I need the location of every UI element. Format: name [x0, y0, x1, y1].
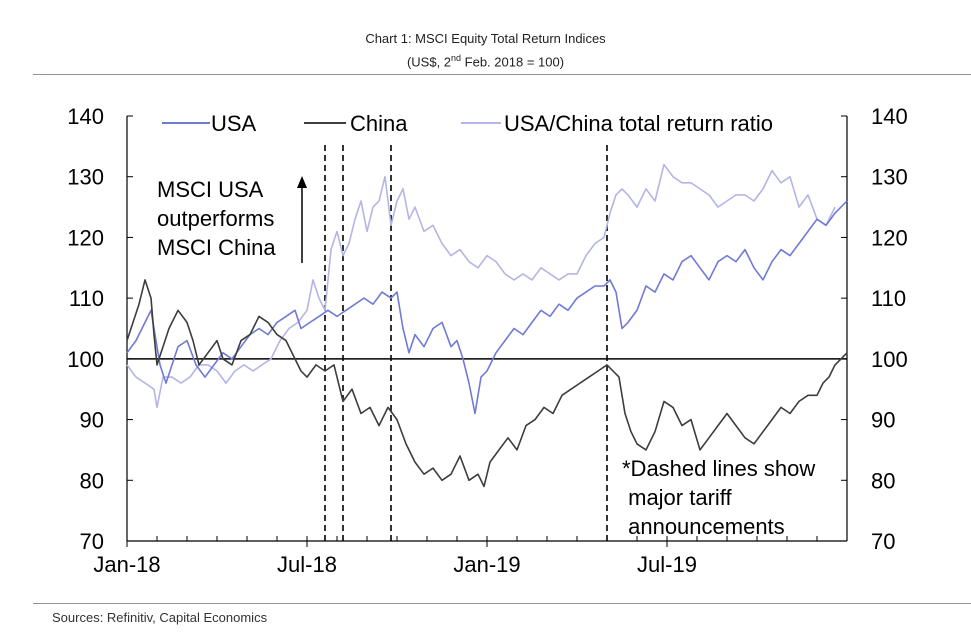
y-tick-label: 90 [80, 408, 104, 433]
subtitle-pre: (US$, 2 [406, 54, 452, 70]
x-tick-label: Jul-18 [277, 552, 337, 577]
y2-tick-label: 140 [871, 104, 908, 129]
legend-ratio-label: USA/China total return ratio [504, 111, 773, 136]
subtitle-sup: nd [451, 53, 462, 63]
y-tick-label: 80 [80, 468, 104, 493]
y2-tick-label: 80 [871, 468, 895, 493]
ratio-line [126, 163, 836, 409]
y2-tick-label: 130 [871, 165, 908, 190]
y-tick-label: 70 [80, 529, 104, 554]
y2-tick-label: 100 [871, 347, 908, 372]
legend-usa-label: USA [211, 111, 257, 136]
y-tick-label: 130 [67, 165, 104, 190]
source-note: Sources: Refinitiv, Capital Economics [52, 610, 268, 625]
x-tick-label: Jan-18 [93, 552, 160, 577]
x-tick-label: Jan-19 [453, 552, 520, 577]
annotation-tariff-line: announcements [622, 514, 785, 539]
china-line [126, 279, 848, 488]
y2-tick-label: 120 [871, 225, 908, 250]
annotation-outperforms-line: MSCI China [157, 235, 276, 260]
y2-tick-label: 110 [871, 286, 906, 311]
subtitle-post: Feb. 2018 = 100) [461, 54, 565, 70]
annotation-tariff-line: *Dashed lines show [622, 456, 815, 481]
x-tick-label: Jul-19 [637, 552, 697, 577]
y2-tick-label: 90 [871, 408, 895, 433]
chart-subtitle: (US$, 2nd Feb. 2018 = 100) [0, 53, 971, 69]
y-tick-label: 100 [67, 347, 104, 372]
usa-line [126, 200, 848, 415]
top-rule [33, 74, 971, 75]
annotation-outperforms-line: MSCI USA [157, 177, 264, 202]
y-tick-label: 140 [67, 104, 104, 129]
y2-tick-label: 70 [871, 529, 895, 554]
legend-china-label: China [350, 111, 408, 136]
y-tick-label: 120 [67, 225, 104, 250]
up-arrow-icon [297, 176, 307, 188]
chart-title: Chart 1: MSCI Equity Total Return Indice… [365, 31, 606, 46]
bottom-rule [33, 603, 971, 604]
annotation-tariff-line: major tariff [622, 485, 733, 510]
y-tick-label: 110 [69, 286, 104, 311]
annotation-outperforms-line: outperforms [157, 206, 274, 231]
